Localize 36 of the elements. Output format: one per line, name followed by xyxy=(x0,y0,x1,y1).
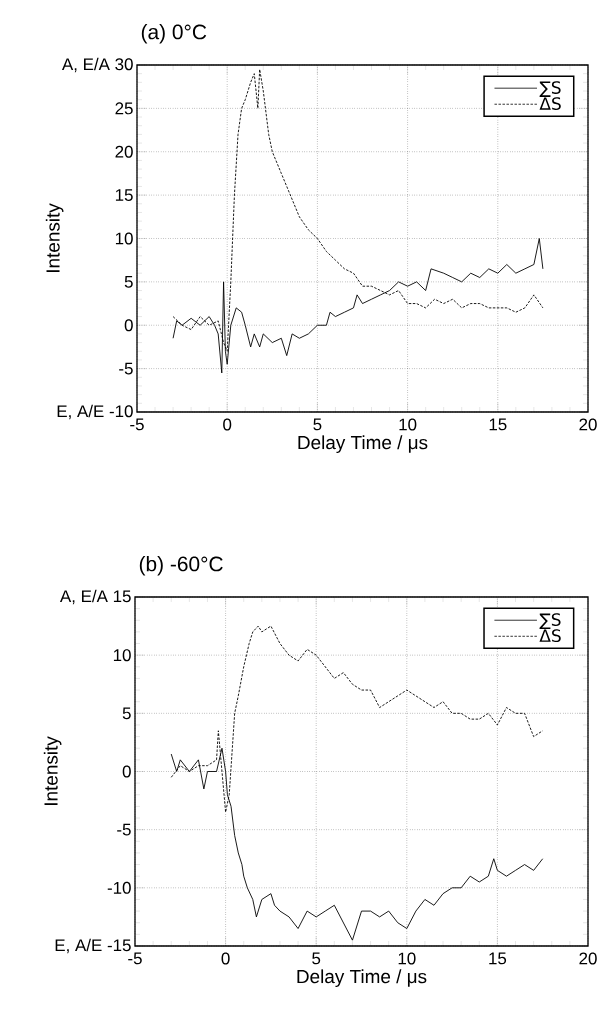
y-tick-label: 20 xyxy=(115,145,133,158)
legend-label: ΔS xyxy=(539,97,561,110)
y-tick-label: A, E/A 15 xyxy=(59,589,131,605)
y-tick-label: 5 xyxy=(122,707,131,720)
y-tick-label: A, E/A 30 xyxy=(61,57,133,73)
y-tick-label: 10 xyxy=(115,232,133,245)
x-axis-title: Delay Time / μs xyxy=(297,969,427,987)
legend-label: ΔS xyxy=(539,629,561,643)
y-tick-label: 25 xyxy=(115,102,133,115)
x-tick-label: 20 xyxy=(579,952,597,965)
y-tick-label: -5 xyxy=(119,362,133,375)
x-tick-label: 5 xyxy=(313,418,322,431)
y-tick-label: 0 xyxy=(124,319,133,332)
chart-title: (a) 0°C xyxy=(141,24,207,44)
x-tick-label: 10 xyxy=(398,952,416,965)
x-tick-label: 0 xyxy=(221,952,230,965)
y-tick-label: E, A/E -10 xyxy=(57,404,133,420)
y-tick-label: -10 xyxy=(107,881,131,894)
x-tick-label: 15 xyxy=(489,418,507,431)
x-tick-label: 5 xyxy=(312,952,321,965)
y-tick-label: -5 xyxy=(117,823,131,836)
x-tick-label: 15 xyxy=(489,952,507,965)
y-axis-title: Intensity xyxy=(43,736,62,805)
chart-title: (b) -60°C xyxy=(139,556,223,576)
y-axis-title: Intensity xyxy=(45,203,64,272)
y-tick-label: 5 xyxy=(124,275,133,288)
x-tick-label: 0 xyxy=(223,418,232,431)
legend-label: ∑S xyxy=(539,81,561,97)
y-tick-label: E, A/E -15 xyxy=(55,938,131,954)
y-tick-label: 15 xyxy=(115,189,133,202)
x-tick-label: 20 xyxy=(579,418,597,431)
y-tick-label: 10 xyxy=(113,649,131,662)
x-axis-title: Delay Time / μs xyxy=(298,435,428,453)
y-tick-label: 0 xyxy=(122,765,131,778)
legend-label: ∑S xyxy=(539,613,561,630)
x-tick-label: 10 xyxy=(399,418,417,431)
